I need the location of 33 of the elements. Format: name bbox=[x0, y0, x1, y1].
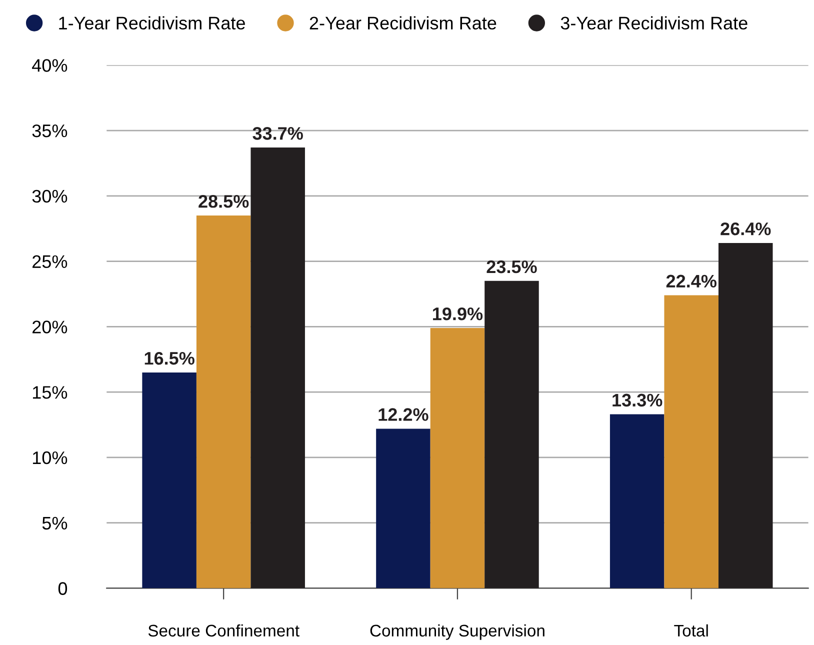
data-label: 22.4% bbox=[666, 274, 716, 288]
y-tick-label: 5% bbox=[42, 516, 68, 530]
x-tick-label: Total bbox=[674, 624, 708, 637]
y-tick-label: 30% bbox=[32, 190, 68, 203]
y-tick-label: 25% bbox=[32, 255, 68, 268]
bar bbox=[664, 295, 718, 588]
data-label: 16.5% bbox=[144, 352, 194, 365]
y-tick-label: 35% bbox=[32, 124, 68, 138]
x-tick-label: Community Supervision bbox=[370, 624, 544, 640]
legend-label: 3-Year Recidivism Rate bbox=[560, 16, 748, 30]
y-tick-label: 40% bbox=[32, 59, 68, 72]
bar bbox=[376, 428, 430, 588]
y-tick-label: 20% bbox=[32, 320, 68, 334]
bar bbox=[610, 414, 664, 588]
y-tick-label: 0 bbox=[58, 582, 68, 595]
y-tick-label: 15% bbox=[32, 386, 68, 399]
data-label: 23.5% bbox=[486, 260, 537, 274]
bar bbox=[142, 372, 196, 588]
x-tick-label: Secure Confinement bbox=[148, 624, 300, 637]
data-label: 19.9% bbox=[433, 307, 483, 320]
data-label: 13.3% bbox=[612, 394, 662, 407]
data-label: 33.7% bbox=[252, 127, 303, 140]
bar bbox=[430, 328, 485, 588]
bar bbox=[196, 216, 251, 588]
y-tick-label: 10% bbox=[32, 451, 68, 464]
data-label: 26.4% bbox=[720, 222, 771, 236]
bar bbox=[250, 148, 305, 588]
bar bbox=[484, 280, 539, 588]
bar bbox=[718, 242, 773, 588]
legend-label: 1-Year Recidivism Rate bbox=[59, 16, 245, 30]
legend-label: 2-Year Recidivism Rate bbox=[310, 16, 496, 30]
data-label: 12.2% bbox=[378, 408, 428, 421]
data-label: 28.5% bbox=[198, 195, 249, 208]
